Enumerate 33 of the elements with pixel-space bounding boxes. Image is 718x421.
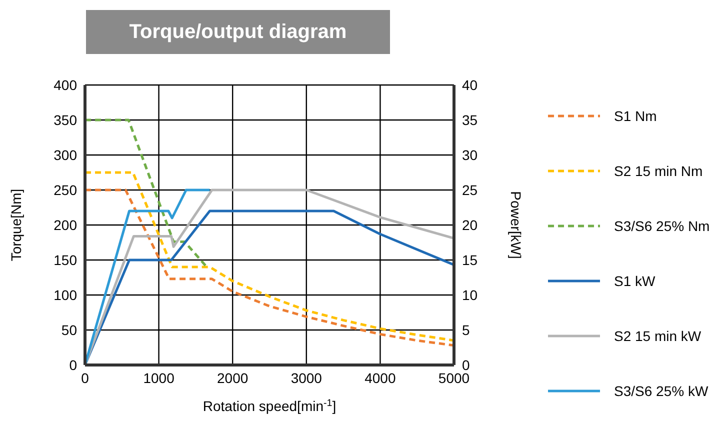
chart-title: Torque/output diagram <box>86 10 390 54</box>
y2-tick-label: 20 <box>462 216 478 233</box>
y2-axis-title: Power[kW] <box>508 191 524 259</box>
y-axis-title: Torque[Nm] <box>8 188 24 262</box>
legend-label: S2 15 min Nm <box>614 162 703 178</box>
legend-label: S3/S6 25% Nm <box>614 218 710 234</box>
y-tick-label: 300 <box>54 146 78 163</box>
y2-tick-label: 10 <box>462 286 478 303</box>
y-tick-label: 250 <box>54 182 78 198</box>
y2-tick-label: 30 <box>462 146 478 163</box>
legend-label: S2 15 min kW <box>614 328 702 344</box>
x-axis-title: Rotation speed[min$^{-1}$] <box>202 398 336 414</box>
legend-label: S1 kW <box>614 272 656 288</box>
x-tick-label: 2000 <box>217 370 248 386</box>
y-tick-label: 150 <box>54 252 78 268</box>
y2-tick-label: 35 <box>462 112 478 128</box>
y-tick-label: 200 <box>54 216 78 233</box>
y2-tick-label: 15 <box>462 252 478 268</box>
y-tick-label: 0 <box>69 356 78 373</box>
y-tick-label: 100 <box>54 286 78 303</box>
y2-tick-label: 25 <box>462 182 478 198</box>
y-tick-label: 400 <box>54 76 78 93</box>
y2-tick-label: 40 <box>462 76 478 93</box>
y-tick-label: 350 <box>54 112 78 128</box>
x-tick-label: 3000 <box>290 370 322 386</box>
y2-tick-label: 5 <box>462 322 470 338</box>
legend-label: S1 Nm <box>614 108 657 124</box>
legend-label: S3/S6 25% kW <box>614 382 708 398</box>
x-tick-label: 0 <box>81 370 90 386</box>
line-series <box>85 188 211 365</box>
y-tick-label: 50 <box>61 322 78 338</box>
x-tick-label: 4000 <box>364 370 396 386</box>
x-tick-label: 1000 <box>143 370 175 386</box>
